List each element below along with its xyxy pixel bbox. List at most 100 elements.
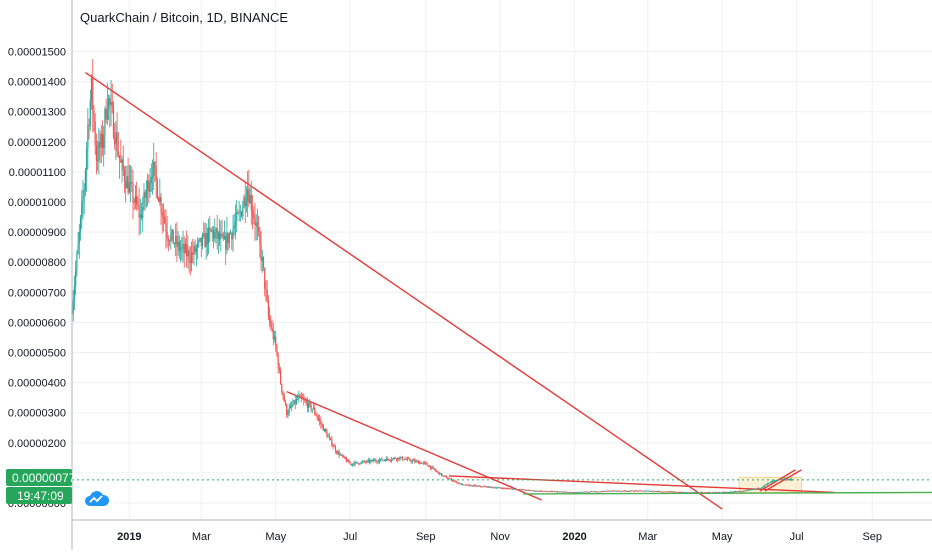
candle-body xyxy=(652,491,654,492)
candle-body xyxy=(741,491,743,493)
candle-body xyxy=(336,451,338,454)
candle-body xyxy=(299,395,301,397)
candle-body xyxy=(420,462,422,464)
candle-body xyxy=(103,134,105,149)
candle-body xyxy=(116,132,118,152)
candle-body xyxy=(489,486,492,488)
candle-body xyxy=(158,198,160,202)
candle-body xyxy=(587,492,589,493)
candle-body xyxy=(597,491,599,493)
candle-body xyxy=(477,485,479,487)
candle-body xyxy=(511,488,513,490)
candle-body xyxy=(221,233,223,235)
candle-body xyxy=(689,492,692,494)
timer-badge xyxy=(6,487,72,504)
candle-body xyxy=(249,195,251,204)
candle-body xyxy=(550,491,553,492)
candle-body xyxy=(272,328,274,340)
candle-body xyxy=(447,478,449,479)
timer-badge-text: 19:47:09 xyxy=(17,489,64,503)
candle-body xyxy=(639,490,642,492)
x-tick-label: Jul xyxy=(790,531,804,543)
candle-body xyxy=(417,461,420,464)
candle-body xyxy=(192,252,194,255)
candle-body xyxy=(194,245,196,252)
candle-body xyxy=(758,487,760,489)
candle-body xyxy=(364,461,366,462)
candle-body xyxy=(279,370,282,384)
candle-body xyxy=(683,492,685,494)
candle-body xyxy=(722,492,725,493)
candle-body xyxy=(492,487,494,488)
candle-body xyxy=(536,490,538,492)
candle-body xyxy=(394,457,396,459)
candle-body xyxy=(147,180,149,191)
candle-body xyxy=(595,491,598,493)
candle-body xyxy=(236,212,238,222)
candle-body xyxy=(512,488,515,490)
candle-body xyxy=(705,492,707,494)
candle-body xyxy=(648,490,650,492)
trendline xyxy=(759,469,796,492)
candle-body xyxy=(775,480,777,481)
tradingview-logo[interactable] xyxy=(80,486,114,512)
candle-body xyxy=(527,489,529,491)
candle-body xyxy=(728,491,731,493)
candle-body xyxy=(786,479,788,481)
candle-body xyxy=(732,492,734,493)
candle-body xyxy=(95,145,97,161)
candle-body xyxy=(442,475,444,477)
candle-body xyxy=(160,196,162,213)
candle-body xyxy=(125,181,127,189)
candle-body xyxy=(395,458,398,460)
candle-body xyxy=(399,457,401,460)
candle-body xyxy=(563,491,565,493)
candle-body xyxy=(427,465,429,467)
candle-body xyxy=(516,489,518,490)
candle-body xyxy=(448,478,450,480)
candle-body xyxy=(378,460,381,462)
candle-body xyxy=(756,487,759,489)
candle-body xyxy=(292,404,294,406)
candle-body xyxy=(225,236,227,250)
candle-body xyxy=(75,270,77,286)
candle-body xyxy=(264,267,266,289)
candle-body xyxy=(328,436,330,438)
candle-body xyxy=(564,491,566,493)
candle-body xyxy=(522,489,524,491)
candle-body xyxy=(301,397,304,400)
x-tick-label: Sep xyxy=(862,531,882,543)
axes xyxy=(71,0,932,550)
candle-body xyxy=(104,109,106,135)
candle-body xyxy=(545,491,548,493)
candle-body xyxy=(699,492,701,494)
candle-body xyxy=(148,180,150,192)
candle-body xyxy=(785,478,787,480)
candle-body xyxy=(110,101,112,105)
candle-body xyxy=(715,492,717,494)
candle-body xyxy=(155,166,157,181)
x-tick-label: Mar xyxy=(192,531,211,543)
candle-body xyxy=(460,483,462,485)
candle-body xyxy=(389,460,391,461)
candle-body xyxy=(739,491,742,492)
candle-body xyxy=(201,235,204,247)
candle-body xyxy=(433,467,435,470)
candle-body xyxy=(229,233,232,235)
candle-body xyxy=(615,490,617,492)
candle-body xyxy=(262,256,265,268)
candle-body xyxy=(273,336,276,340)
candle-body xyxy=(495,487,498,489)
candle-body xyxy=(312,407,315,410)
candle-body xyxy=(731,491,733,493)
candle-body xyxy=(736,491,738,493)
x-tick-label: Mar xyxy=(638,531,657,543)
candle-body xyxy=(270,320,272,328)
candle-body xyxy=(121,159,123,163)
candle-body xyxy=(589,491,592,493)
candle-body xyxy=(714,492,716,494)
candle-body xyxy=(623,490,626,492)
drawings xyxy=(85,71,932,510)
